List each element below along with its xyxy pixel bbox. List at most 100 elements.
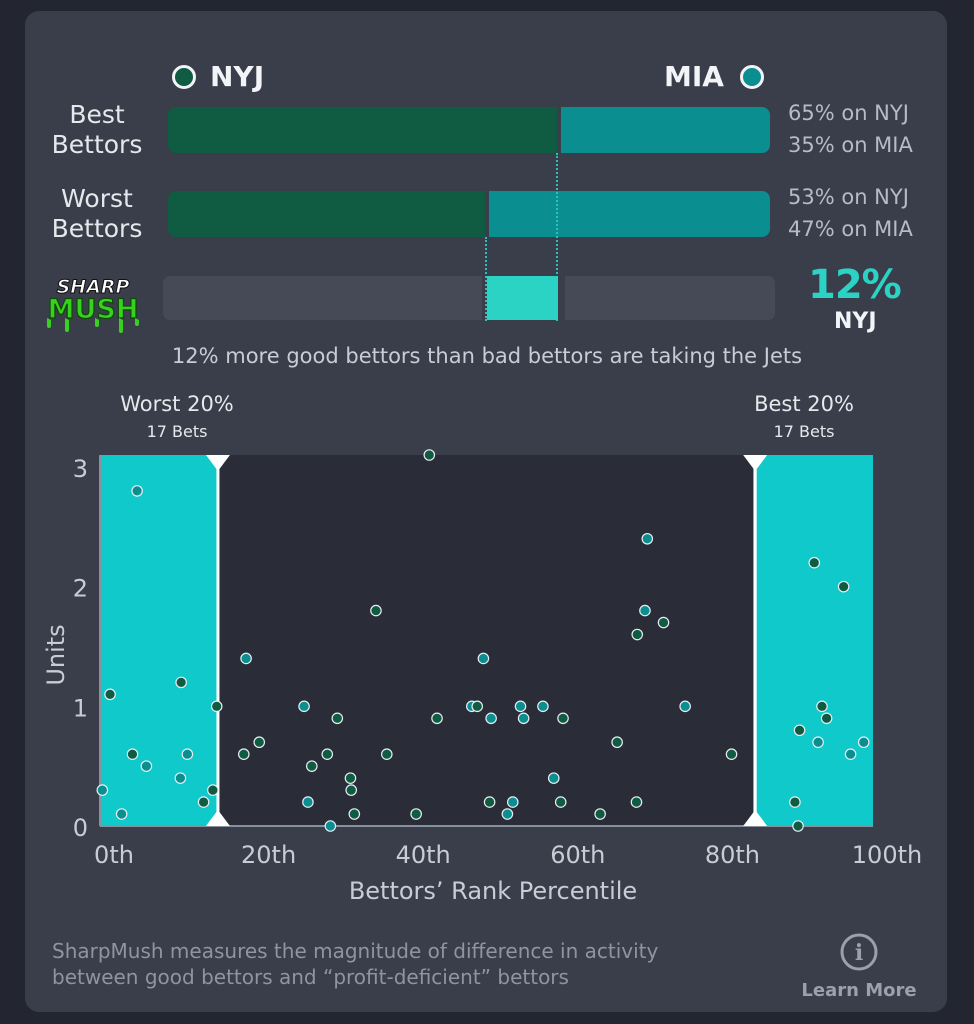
scatter-point: [514, 700, 527, 713]
scatter-point: [844, 748, 857, 760]
learn-more-label: Learn More: [801, 980, 917, 1001]
learn-more-button[interactable]: i Learn More: [800, 932, 918, 1001]
scatter-point: [345, 784, 358, 796]
y-tick-label: 3: [73, 455, 88, 483]
best-mia-pct: 35% on MIA: [788, 133, 913, 157]
best-nyj-pct: 65% on NYJ: [788, 101, 909, 125]
worst-label-line2: Bettors: [51, 214, 143, 243]
best-split-connector: [556, 153, 558, 321]
scatter-point: [557, 712, 569, 725]
scatter-point: [174, 772, 187, 784]
x-tick-label: 100th: [852, 841, 922, 869]
sharpmush-track-right: [565, 276, 775, 320]
worst-zone-handle[interactable]: [205, 455, 230, 826]
scatter-point: [471, 700, 484, 713]
scatter-point: [298, 700, 310, 713]
footer-description: SharpMush measures the magnitude of diff…: [52, 938, 772, 990]
scatter-point: [348, 808, 361, 820]
scatter-point: [423, 449, 436, 461]
left-team-label: NYJ: [210, 60, 265, 93]
scatter-point: [631, 628, 644, 641]
right-team-label: MIA: [664, 60, 724, 93]
scatter-point: [812, 736, 824, 749]
scatter-point: [370, 604, 382, 617]
scatter-point: [611, 736, 623, 749]
scatter-point: [483, 796, 496, 808]
sharpmush-track: [163, 276, 775, 320]
scatter-point: [181, 748, 194, 760]
scatter-point: [657, 616, 670, 629]
worst-bettors-bar: [168, 191, 770, 237]
scatter-point: [641, 532, 654, 545]
worst-mia-pct: 47% on MIA: [788, 217, 913, 241]
scatter-point: [594, 808, 606, 820]
scatter-point: [253, 736, 266, 749]
scatter-point: [115, 808, 128, 820]
scatter-point: [324, 820, 337, 832]
scatter-point: [816, 700, 828, 713]
logo-sharp-text: SHARP: [57, 276, 130, 298]
scatter-point: [789, 796, 801, 808]
best-nyj-segment: [168, 107, 557, 153]
sharpmush-logo: SHARP MUSH: [47, 276, 139, 333]
scatter-point: [237, 748, 250, 760]
scatter-point: [837, 580, 850, 593]
y-tick-label: 1: [73, 694, 88, 722]
scatter-point: [140, 760, 153, 772]
scatter-point: [321, 748, 334, 760]
scatter-point: [517, 712, 530, 725]
worst-label-line1: Worst: [61, 184, 133, 213]
scatter-point: [857, 736, 870, 749]
y-tick-label: 0: [73, 814, 88, 842]
best-bettors-label: Best Bettors: [42, 100, 152, 160]
plot-background: [100, 455, 873, 826]
scatter-point: [501, 808, 514, 820]
scatter-point: [96, 784, 109, 796]
worst-nyj-segment: [168, 191, 485, 237]
scatter-point: [792, 820, 804, 832]
best-bettors-bar: [168, 107, 770, 153]
scatter-point: [302, 796, 314, 808]
best-zone-subtitle: 17 Bets: [773, 422, 835, 441]
best-mia-segment: [561, 107, 770, 153]
sharpmush-difference-fill: [487, 276, 558, 320]
scatter-point: [104, 688, 116, 701]
scatter-point: [197, 796, 210, 808]
scatter-point: [725, 748, 738, 760]
best-label-line2: Bettors: [51, 130, 143, 159]
worst-bettors-label: Worst Bettors: [42, 184, 152, 244]
sharpmush-team: NYJ: [834, 309, 877, 334]
scatter-point: [808, 556, 821, 569]
scatter-point: [131, 485, 143, 497]
worst-zone-band: [100, 455, 219, 826]
scatter-point: [306, 760, 318, 772]
best-zone-band: [753, 455, 873, 826]
worst-zone-subtitle: 17 Bets: [146, 422, 208, 441]
footer-line2: between good bettors and “profit-deficie…: [52, 965, 569, 989]
worst-split-connector: [485, 237, 487, 321]
scatter-point: [679, 700, 691, 713]
best-zone-handle[interactable]: [743, 455, 768, 826]
scatter-point: [210, 700, 223, 713]
y-axis-label: Units: [42, 624, 70, 685]
scatter-point: [506, 796, 519, 808]
worst-nyj-pct: 53% on NYJ: [788, 185, 909, 209]
scatter-point: [554, 796, 567, 808]
best-zone-handle-top-arrow-icon: [743, 455, 768, 471]
x-axis-label: Bettors’ Rank Percentile: [349, 877, 637, 905]
scatter-point: [630, 796, 643, 808]
x-tick-label: 60th: [550, 841, 605, 869]
scatter-point: [380, 748, 393, 760]
sharpmush-value: 12%: [808, 262, 902, 308]
scatter-point: [639, 604, 651, 617]
best-zone-handle-bottom-arrow-icon: [743, 810, 768, 826]
scatter-point: [547, 772, 560, 784]
scatter-point: [344, 772, 357, 784]
scatter-point: [477, 652, 490, 665]
x-tick-label: 80th: [705, 841, 760, 869]
x-tick-label: 20th: [241, 841, 296, 869]
scatter-point: [175, 676, 187, 689]
mia-color-dot-icon: [740, 65, 764, 89]
sharpmush-track-left: [163, 276, 482, 320]
